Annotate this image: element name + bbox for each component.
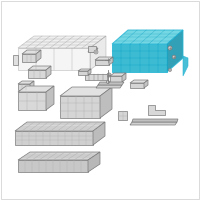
Polygon shape xyxy=(18,86,54,92)
Polygon shape xyxy=(78,69,91,71)
Polygon shape xyxy=(132,119,178,122)
Polygon shape xyxy=(18,92,46,110)
Polygon shape xyxy=(46,66,51,78)
Polygon shape xyxy=(22,54,36,62)
Polygon shape xyxy=(22,50,41,54)
Circle shape xyxy=(106,58,110,62)
Polygon shape xyxy=(18,160,88,172)
FancyBboxPatch shape xyxy=(118,111,127,120)
Polygon shape xyxy=(28,66,51,70)
Polygon shape xyxy=(18,84,30,90)
Polygon shape xyxy=(109,57,113,65)
Polygon shape xyxy=(167,30,183,72)
Polygon shape xyxy=(96,85,122,88)
Circle shape xyxy=(94,50,98,54)
Circle shape xyxy=(107,73,111,77)
Circle shape xyxy=(168,46,172,50)
Polygon shape xyxy=(88,48,98,52)
FancyBboxPatch shape xyxy=(85,74,107,80)
Polygon shape xyxy=(60,87,112,96)
Polygon shape xyxy=(78,71,88,75)
Polygon shape xyxy=(60,96,100,118)
Polygon shape xyxy=(18,48,90,70)
Polygon shape xyxy=(144,80,148,88)
Polygon shape xyxy=(15,122,105,131)
Polygon shape xyxy=(95,57,113,60)
Polygon shape xyxy=(130,122,177,125)
Polygon shape xyxy=(36,50,41,62)
Polygon shape xyxy=(88,46,96,52)
Polygon shape xyxy=(110,73,126,76)
Polygon shape xyxy=(90,36,106,70)
Polygon shape xyxy=(18,152,100,160)
Polygon shape xyxy=(112,44,167,72)
Circle shape xyxy=(106,80,110,84)
Polygon shape xyxy=(13,55,18,65)
Polygon shape xyxy=(18,36,106,48)
Polygon shape xyxy=(15,131,93,145)
Polygon shape xyxy=(148,105,165,115)
Polygon shape xyxy=(100,87,112,118)
Polygon shape xyxy=(98,82,124,85)
Polygon shape xyxy=(46,86,54,110)
Polygon shape xyxy=(110,76,122,82)
Circle shape xyxy=(168,68,172,72)
Polygon shape xyxy=(130,83,144,88)
Polygon shape xyxy=(30,81,34,90)
Polygon shape xyxy=(88,69,91,75)
Polygon shape xyxy=(18,81,34,84)
Polygon shape xyxy=(95,60,109,65)
Polygon shape xyxy=(112,30,183,44)
Polygon shape xyxy=(28,70,46,78)
Polygon shape xyxy=(93,122,105,145)
Polygon shape xyxy=(122,73,126,82)
Circle shape xyxy=(172,55,176,59)
Polygon shape xyxy=(88,152,100,172)
Polygon shape xyxy=(183,56,188,76)
Polygon shape xyxy=(130,80,148,83)
